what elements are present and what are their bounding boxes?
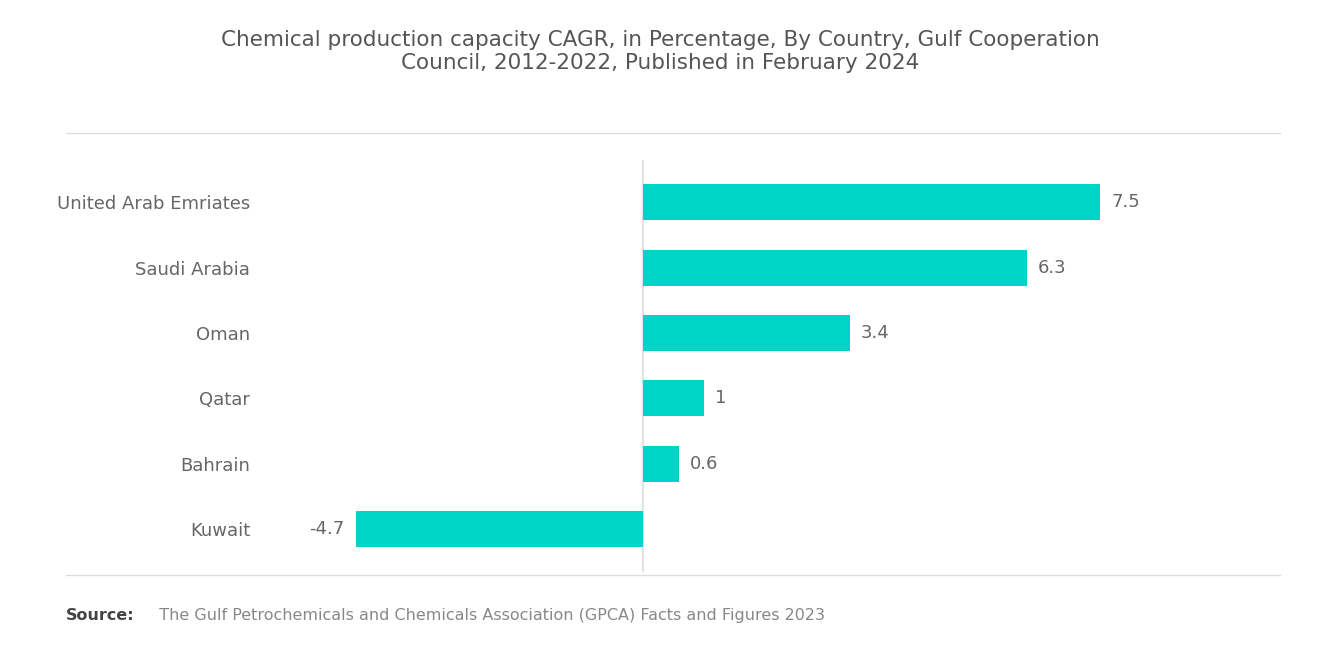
Text: Source:: Source: [66,608,135,622]
Text: 6.3: 6.3 [1038,259,1067,277]
Text: -4.7: -4.7 [309,520,345,539]
Bar [643,315,850,351]
Text: The Gulf Petrochemicals and Chemicals Association (GPCA) Facts and Figures 2023: The Gulf Petrochemicals and Chemicals As… [149,608,825,622]
Bar [643,249,1027,285]
Text: 3.4: 3.4 [861,324,890,342]
Text: 7.5: 7.5 [1111,193,1140,211]
Bar [355,511,643,547]
Text: Chemical production capacity CAGR, in Percentage, By Country, Gulf Cooperation
C: Chemical production capacity CAGR, in Pe… [220,30,1100,73]
Text: 1: 1 [714,390,726,408]
Text: 0.6: 0.6 [690,455,718,473]
Bar [643,184,1101,220]
Bar [643,446,678,482]
Bar [643,380,704,416]
